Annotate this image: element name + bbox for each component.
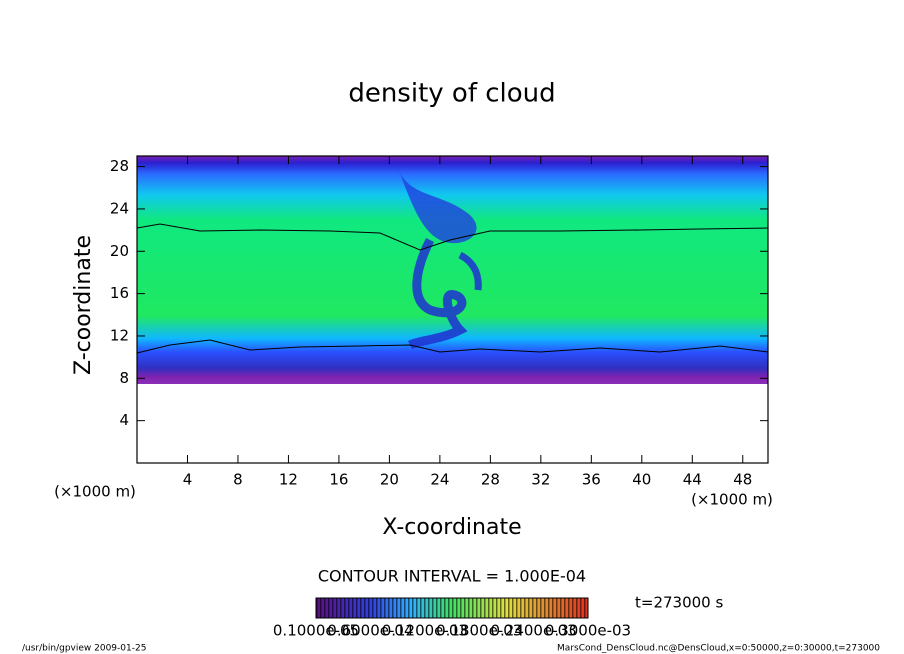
- contour-line: [136, 223, 769, 251]
- y-tick-label: 12: [110, 326, 129, 344]
- colorbar-label: 0.1800e-03: [436, 622, 522, 640]
- x-tick-label: 24: [430, 471, 449, 489]
- x-tick-label: 44: [683, 471, 702, 489]
- time-label: t=273000 s: [635, 594, 723, 612]
- chart-title: density of cloud: [348, 79, 555, 109]
- vortex: [395, 160, 477, 244]
- y-tick-label: 20: [110, 242, 129, 260]
- x-tick-label: 48: [733, 471, 752, 489]
- colorbar-stripes: [315, 597, 589, 619]
- x-tick-label: 16: [329, 471, 348, 489]
- vortex: [458, 251, 482, 291]
- footer-left: /usr/bin/gpview 2009-01-25: [22, 644, 146, 654]
- x-units: (×1000 m): [691, 491, 773, 509]
- colorbar-labels: 0.1000e-050.6000e-040.1200e-030.1800e-03…: [273, 622, 631, 640]
- x-tick-label: 28: [481, 471, 500, 489]
- x-tick-label: 4: [183, 471, 193, 489]
- x-tick-label: 36: [582, 471, 601, 489]
- colorbar-label: 0.1200e-03: [382, 622, 468, 640]
- field-fill: [137, 156, 768, 384]
- field: [136, 156, 769, 384]
- vortex: [407, 237, 468, 350]
- plot-frame: [136, 155, 769, 464]
- x-axis-label: X-coordinate: [382, 515, 521, 540]
- colorbar-label: 0.2400e-03: [490, 622, 576, 640]
- colorbar-label: 0.1000e-05: [273, 622, 359, 640]
- y-tick-label: 16: [110, 284, 129, 302]
- colorbar-label: 0.3000e-03: [545, 622, 631, 640]
- y-axis-label: Z-coordinate: [71, 235, 96, 375]
- x-tick-label: 32: [531, 471, 550, 489]
- contour-line: [136, 339, 769, 354]
- y-tick-label: 24: [110, 199, 129, 217]
- contour-interval: CONTOUR INTERVAL = 1.000E-04: [318, 567, 586, 586]
- x-tick-label: 20: [380, 471, 399, 489]
- x-tick-label: 8: [233, 471, 243, 489]
- x-tick-label: 12: [279, 471, 298, 489]
- y-tick-label: 28: [110, 157, 129, 175]
- y-tick-label: 4: [119, 411, 129, 429]
- colorbar-label: 0.6000e-04: [327, 622, 413, 640]
- y-tick-label: 8: [119, 369, 129, 387]
- x-tick-label: 40: [632, 471, 651, 489]
- footer-right: MarsCond_DensCloud.nc@DensCloud,x=0:5000…: [557, 644, 880, 654]
- y-units: (×1000 m): [54, 483, 136, 501]
